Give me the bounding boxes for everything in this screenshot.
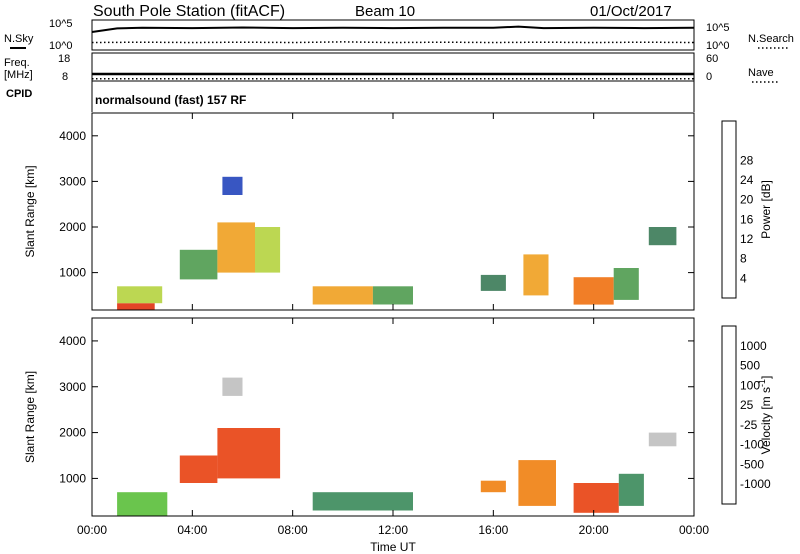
data-patch xyxy=(573,277,614,305)
freq-lines xyxy=(92,72,694,80)
cpid-label: CPID xyxy=(6,88,32,100)
colorbar-tick-label: 28 xyxy=(740,153,754,167)
freq-label: Freq. xyxy=(4,57,30,69)
data-patch xyxy=(117,303,155,310)
data-patch xyxy=(217,428,281,479)
noise-series-nsky xyxy=(91,25,695,33)
data-patch xyxy=(312,286,373,305)
noise-lines xyxy=(91,25,695,44)
data-patch xyxy=(117,286,163,304)
colorbar-tick-label: 24 xyxy=(740,173,754,187)
y-tick-label: 3000 xyxy=(59,174,86,188)
data-patch xyxy=(480,274,506,291)
noise-left-tick-top: 10^5 xyxy=(49,18,73,30)
date-label: 01/Oct/2017 xyxy=(590,3,672,20)
colorbar-tick-label: -25 xyxy=(740,418,758,432)
noise-right-tick-top: 10^5 xyxy=(706,22,730,34)
x-tick-label: 00:00 xyxy=(679,523,709,537)
y-tick-label: 1000 xyxy=(59,471,86,485)
data-patch xyxy=(179,455,218,483)
colorbar-frame xyxy=(721,325,737,505)
data-patch xyxy=(372,286,413,305)
nsearch-label: N.Search xyxy=(748,33,794,45)
data-patch xyxy=(573,483,619,513)
data-patch xyxy=(480,480,506,493)
noise-series-nsearch xyxy=(91,41,695,44)
x-tick-label: 12:00 xyxy=(378,523,408,537)
colorbar-tick-label: -1000 xyxy=(740,477,771,491)
mhz-label: [MHz] xyxy=(4,69,33,81)
power-panel: 1000 2000 3000 4000 Slant Range [km] 4 8 12 16 20… xyxy=(23,112,773,311)
cpid-value: normalsound (fast) 157 RF xyxy=(95,93,246,107)
colorbar-label: Velocity [m s-1] xyxy=(757,376,773,455)
data-patch xyxy=(222,176,243,195)
data-patch xyxy=(613,268,639,300)
colorbar-frame xyxy=(721,120,737,299)
velocity-panel: 1000 2000 3000 4000 Slant Range [km] 1000 500 1… xyxy=(23,317,773,537)
noise-panel-frame xyxy=(91,19,695,51)
colorbar-tick-label: 4 xyxy=(740,271,747,285)
x-tick-label: 20:00 xyxy=(579,523,609,537)
nave-right-tick-top: 60 xyxy=(706,53,718,65)
data-patch xyxy=(255,227,281,273)
y-tick-label: 4000 xyxy=(59,129,86,143)
data-patch xyxy=(217,222,255,273)
data-patch xyxy=(523,254,549,296)
colorbar-label: Power [dB] xyxy=(759,180,773,239)
x-tick-label: 16:00 xyxy=(478,523,508,537)
beam-label: Beam 10 xyxy=(355,3,415,20)
y-tick-label: 1000 xyxy=(59,266,86,280)
data-patch xyxy=(222,377,243,396)
data-patch xyxy=(648,227,677,246)
y-tick-label: 3000 xyxy=(59,380,86,394)
y-tick-label: 2000 xyxy=(59,426,86,440)
freq-left-tick-top: 18 xyxy=(58,53,70,65)
colorbar-tick-label: 12 xyxy=(740,232,754,246)
y-axis-label: Slant Range [km] xyxy=(23,165,37,257)
y-tick-label: 2000 xyxy=(59,220,86,234)
x-tick-label: 00:00 xyxy=(77,523,107,537)
data-patch xyxy=(618,473,644,506)
colorbar-tick-label: -100 xyxy=(740,438,764,452)
x-tick-label: 08:00 xyxy=(278,523,308,537)
x-tick-label: 04:00 xyxy=(177,523,207,537)
data-patch xyxy=(518,460,556,506)
data-patch xyxy=(648,432,677,447)
colorbar-tick-label: 500 xyxy=(740,359,760,373)
freq-left-tick-bottom: 8 xyxy=(62,71,68,83)
y-axis-label: Slant Range [km] xyxy=(23,371,37,463)
colorbar-tick-label: 25 xyxy=(740,398,754,412)
colorbar-tick-label: 100 xyxy=(740,378,760,392)
nave-right-tick-bottom: 0 xyxy=(706,71,712,83)
colorbar-tick-label: 16 xyxy=(740,212,754,226)
data-patch xyxy=(179,249,218,280)
noise-left-tick-bottom: 10^0 xyxy=(49,40,73,52)
colorbar-tick-label: -500 xyxy=(740,457,764,471)
nsky-label: N.Sky xyxy=(4,33,34,45)
station-title: South Pole Station (fitACF) xyxy=(93,3,285,20)
data-patch xyxy=(312,492,413,511)
x-axis-label: Time UT xyxy=(370,540,416,554)
nave-label: Nave xyxy=(748,67,774,79)
y-tick-label: 4000 xyxy=(59,334,86,348)
data-patch xyxy=(117,492,168,516)
colorbar-tick-label: 20 xyxy=(740,193,754,207)
colorbar-tick-label: 1000 xyxy=(740,339,767,353)
noise-right-tick-bottom: 10^0 xyxy=(706,40,730,52)
colorbar-tick-label: 8 xyxy=(740,252,747,266)
freq-panel-frame xyxy=(91,52,695,82)
